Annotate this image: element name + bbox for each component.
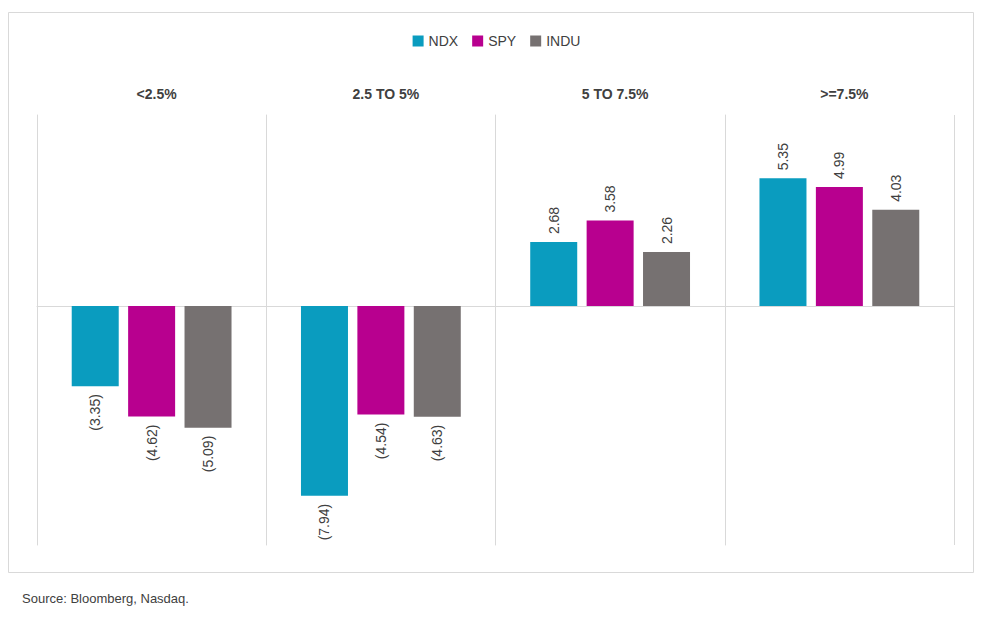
svg-text:(4.63): (4.63) <box>429 425 445 462</box>
svg-text:2.26: 2.26 <box>659 217 675 244</box>
svg-text:(4.54): (4.54) <box>373 423 389 460</box>
svg-text:INDU: INDU <box>546 33 580 49</box>
svg-text:4.03: 4.03 <box>888 174 904 201</box>
svg-text:Source: Bloomberg, Nasdaq.: Source: Bloomberg, Nasdaq. <box>22 591 189 606</box>
svg-text:(4.62): (4.62) <box>144 424 160 461</box>
svg-text:SPY: SPY <box>488 33 517 49</box>
svg-text:3.58: 3.58 <box>602 185 618 212</box>
svg-text:4.99: 4.99 <box>831 151 847 178</box>
svg-text:(5.09): (5.09) <box>200 436 216 473</box>
svg-text:5 TO 7.5%: 5 TO 7.5% <box>582 86 649 102</box>
svg-text:NDX: NDX <box>429 33 459 49</box>
svg-text:(3.35): (3.35) <box>87 394 103 431</box>
svg-text:5.35: 5.35 <box>775 143 791 170</box>
svg-text:2.68: 2.68 <box>546 207 562 234</box>
svg-text:<2.5%: <2.5% <box>137 86 178 102</box>
svg-text:>=7.5%: >=7.5% <box>820 86 869 102</box>
svg-text:(7.94): (7.94) <box>316 504 332 541</box>
svg-text:2.5 TO 5%: 2.5 TO 5% <box>353 86 420 102</box>
